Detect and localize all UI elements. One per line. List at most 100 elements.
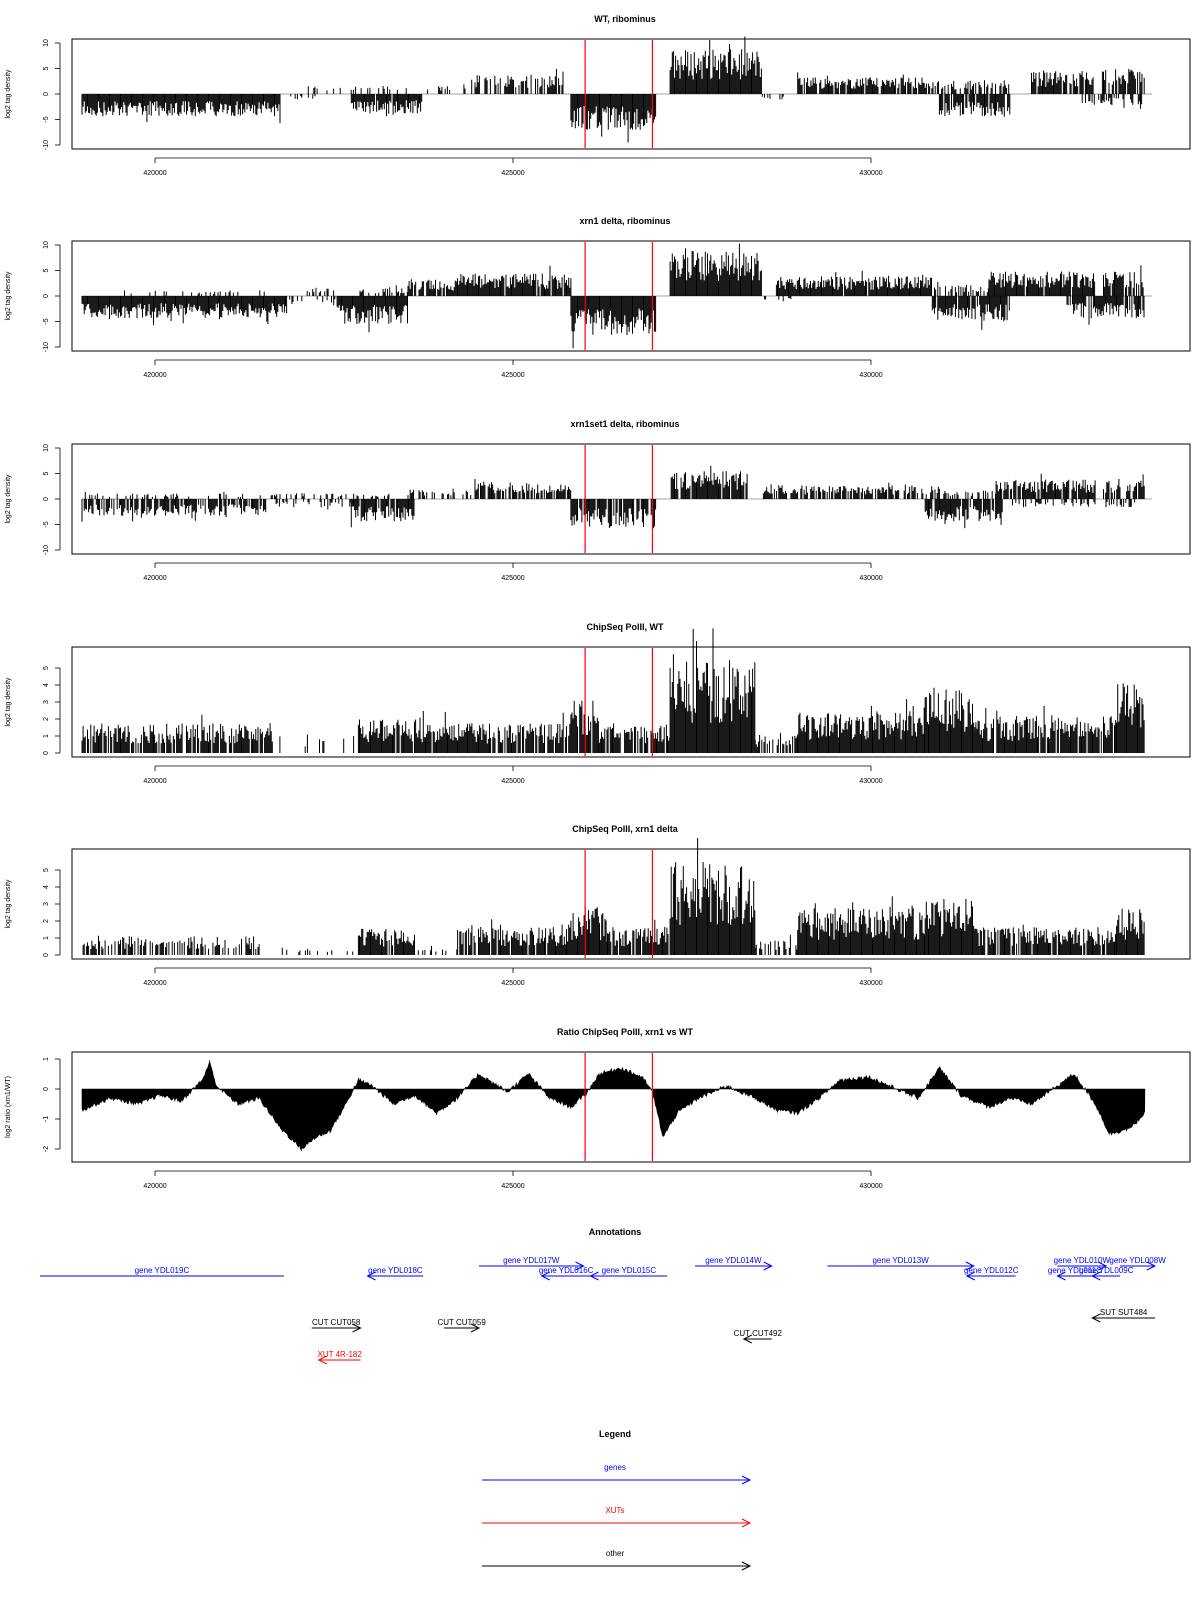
chart-panel-6: Ratio ChipSeq PolII, xrn1 vs WT -2 -1 0 1 log… <box>5 1027 1191 1190</box>
y-tick-label: -10 <box>43 140 50 150</box>
y-axis-label: log2 tag density <box>5 677 12 727</box>
y-axis: -10 -5 0 5 10 log2 tag density <box>5 241 61 352</box>
x-axis: 420000 425000 430000 <box>143 967 883 987</box>
y-tick-label: 10 <box>43 444 50 452</box>
series-data <box>81 465 1152 529</box>
series-plus-strand <box>124 243 1144 296</box>
annotation-feature: gene YDL015C <box>589 1266 668 1281</box>
feature-label: gene YDL018C <box>368 1266 423 1275</box>
chart-panel-4: ChipSeq PolII, WT 0 1 2 3 4 5 log2 tag density 4… <box>5 622 1191 785</box>
plot-frame <box>71 646 1191 758</box>
annotations-panel: Annotations gene YDL019C gene YDL018C gene … <box>40 1227 1166 1365</box>
y-tick-label: 2 <box>43 919 50 923</box>
y-axis: -10 -5 0 5 10 log2 tag density <box>5 39 61 150</box>
y-axis: 0 1 2 3 4 5 log2 tag density <box>5 666 61 755</box>
y-tick-label: 0 <box>43 294 50 298</box>
series-plus-strand <box>84 465 1145 499</box>
y-tick-label: 10 <box>43 39 50 47</box>
y-tick-label: 5 <box>43 268 50 272</box>
chart-panel-3: xrn1set1 delta, ribominus -10 -5 0 5 10 log2 t… <box>5 419 1191 582</box>
feature-label: XUT 4R-182 <box>317 1350 362 1359</box>
feature-arrowhead <box>965 1271 976 1281</box>
y-tick-label: 1 <box>43 1057 50 1061</box>
plot-frame <box>71 240 1191 352</box>
feature-label: gene YDL013W <box>872 1256 929 1265</box>
feature-arrowhead <box>1146 1261 1157 1271</box>
y-tick-label: -10 <box>43 545 50 555</box>
feature-label: CUT CUT059 <box>437 1318 486 1327</box>
feature-arrowhead <box>352 1323 362 1333</box>
x-axis: 420000 425000 430000 <box>143 562 883 582</box>
series-data <box>81 243 1152 349</box>
feature-arrowhead <box>965 1261 975 1271</box>
feature-arrowhead <box>575 1261 585 1271</box>
x-tick-label: 425000 <box>501 1183 524 1190</box>
feature-arrowhead <box>470 1323 481 1333</box>
series-minus-strand <box>81 94 1143 143</box>
legend-label: XUTs <box>605 1506 624 1515</box>
y-axis-label: log2 ratio (xrn1/WT) <box>5 1076 12 1138</box>
y-tick-label: 0 <box>43 1087 50 1091</box>
feature-arrowhead <box>742 1334 753 1344</box>
y-tick-label: 5 <box>43 66 50 70</box>
x-axis: 420000 425000 430000 <box>143 157 883 177</box>
y-tick-label: 0 <box>43 92 50 96</box>
feature-arrowhead <box>540 1271 550 1281</box>
feature-arrowhead <box>366 1271 376 1281</box>
x-axis: 420000 425000 430000 <box>143 1170 883 1190</box>
y-tick-label: 0 <box>43 497 50 501</box>
x-tick-label: 430000 <box>859 778 882 785</box>
legend-item: genes <box>482 1463 752 1485</box>
y-tick-label: 2 <box>43 717 50 721</box>
feature-label: gene YDL012C <box>964 1266 1019 1275</box>
annotation-feature: gene YDL009C <box>1079 1266 1134 1281</box>
annotation-feature: gene YDL010W <box>1054 1256 1111 1271</box>
y-axis-label: log2 tag density <box>5 474 12 524</box>
legend-label: other <box>606 1549 625 1558</box>
feature-label: CUT CUT492 <box>734 1329 783 1338</box>
chart-panel-5: ChipSeq PolII, xrn1 delta 0 1 2 3 4 5 log2 tag … <box>5 824 1191 987</box>
annotation-feature: gene YDL019C <box>40 1266 284 1277</box>
y-tick-label: 5 <box>43 471 50 475</box>
feature-arrowhead <box>1097 1261 1108 1271</box>
x-tick-label: 430000 <box>859 170 882 177</box>
y-tick-label: 10 <box>43 241 50 249</box>
x-axis: 420000 425000 430000 <box>143 765 883 785</box>
x-tick-label: 425000 <box>501 980 524 987</box>
x-tick-label: 425000 <box>501 170 524 177</box>
feature-label: gene YDL008W <box>1109 1256 1166 1265</box>
y-tick-label: -5 <box>43 116 50 122</box>
panel-title: xrn1set1 delta, ribominus <box>570 419 679 429</box>
series-plus-strand <box>82 838 1145 955</box>
x-tick-label: 420000 <box>143 575 166 582</box>
chart-panel-2: xrn1 delta, ribominus -10 -5 0 5 10 log2 tag d… <box>5 216 1191 379</box>
feature-arrowhead <box>763 1261 773 1271</box>
panel-title: ChipSeq PolII, xrn1 delta <box>572 824 679 834</box>
y-tick-label: -2 <box>43 1146 50 1152</box>
legend-item: other <box>482 1549 752 1571</box>
plot-frame <box>71 1051 1191 1163</box>
y-axis: -10 -5 0 5 10 log2 tag density <box>5 444 61 555</box>
panel-title: Ratio ChipSeq PolII, xrn1 vs WT <box>557 1027 694 1037</box>
feature-label: gene YDL009C <box>1079 1266 1134 1275</box>
legend-label: genes <box>604 1463 626 1472</box>
series-minus-strand <box>81 296 1145 349</box>
x-tick-label: 420000 <box>143 1183 166 1190</box>
x-tick-label: 425000 <box>501 575 524 582</box>
y-tick-label: 5 <box>43 868 50 872</box>
y-tick-label: 3 <box>43 902 50 906</box>
x-tick-label: 430000 <box>859 372 882 379</box>
annotation-feature: XUT 4R-182 <box>317 1350 362 1365</box>
legend-arrowhead <box>741 1518 752 1528</box>
feature-arrowhead <box>589 1271 599 1281</box>
annotation-feature: gene YDL012C <box>964 1266 1019 1281</box>
feature-label: gene YDL015C <box>602 1266 657 1275</box>
y-tick-label: 1 <box>43 936 50 940</box>
x-tick-label: 425000 <box>501 778 524 785</box>
feature-label: gene YDL010W <box>1054 1256 1111 1265</box>
feature-label: gene YDL019C <box>135 1266 190 1275</box>
series-data <box>81 36 1152 143</box>
y-axis-label: log2 tag density <box>5 271 12 321</box>
feature-arrowhead <box>317 1355 327 1365</box>
y-axis: 0 1 2 3 4 5 log2 tag density <box>5 868 61 957</box>
